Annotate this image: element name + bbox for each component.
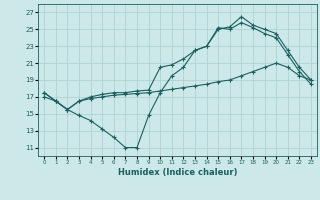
X-axis label: Humidex (Indice chaleur): Humidex (Indice chaleur) [118, 168, 237, 177]
